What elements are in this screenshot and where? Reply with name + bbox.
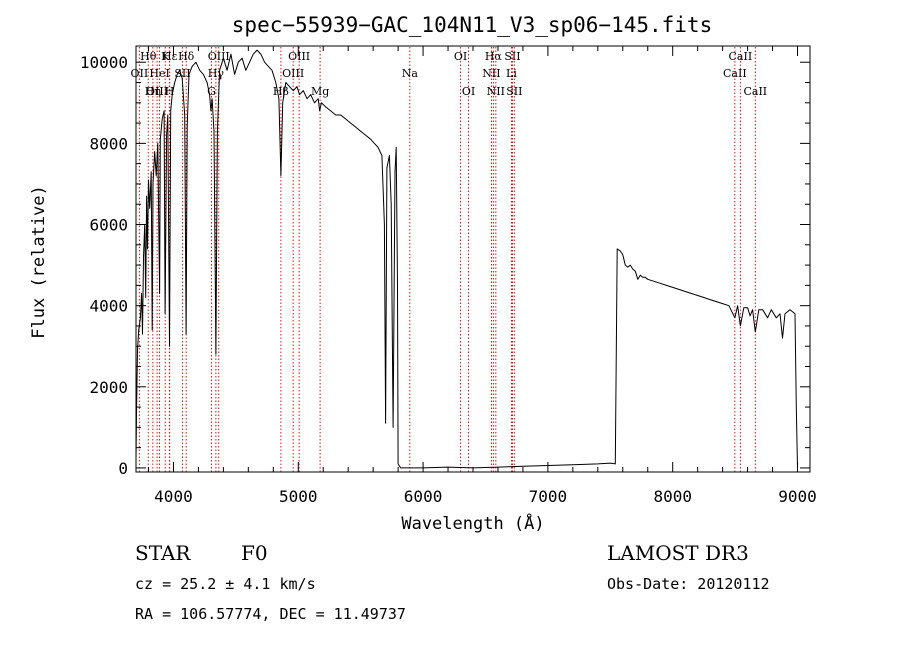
x-tick-label: 9000 xyxy=(778,487,817,506)
spectral-line-label: Hδ xyxy=(178,50,195,63)
chart-title: spec−55939−GAC_104N11_V3_sp06−145.fits xyxy=(232,13,712,37)
redshift-cz: cz = 25.2 ± 4.1 km/s xyxy=(135,575,316,593)
object-subclass: F0 xyxy=(241,541,268,565)
spectral-line-label: OII xyxy=(131,67,149,80)
x-tick-label: 6000 xyxy=(404,487,443,506)
y-tick-label: 6000 xyxy=(89,216,128,235)
spectral-line-label: Hη xyxy=(145,85,161,98)
flux-line xyxy=(135,49,798,469)
spectral-line-label: Hε xyxy=(162,50,178,63)
object-class: STAR xyxy=(135,541,191,565)
y-tick-label: 10000 xyxy=(80,53,128,72)
spectral-line-label: Hθ xyxy=(140,50,157,63)
spectral-line-label: CaII xyxy=(729,50,753,63)
spectral-line-label: SII xyxy=(506,85,522,98)
spectral-line-label: OI xyxy=(454,50,467,63)
y-tick-label: 0 xyxy=(118,459,128,478)
axis-ticks: 4000 5000 6000 7000 8000 9000 0 2000 4000 6000 800… xyxy=(80,46,817,506)
spectral-line-label: OIII xyxy=(282,67,304,80)
x-tick-label: 7000 xyxy=(529,487,568,506)
spectral-line-label: G xyxy=(207,85,216,98)
spectral-line-label: HeI xyxy=(149,67,169,80)
spectral-line-label: Li xyxy=(506,67,517,80)
coordinates: RA = 106.57774, DEC = 11.49737 xyxy=(135,605,406,623)
spectral-line-label: OIII xyxy=(208,50,230,63)
y-axis-label: Flux (relative) xyxy=(29,185,49,339)
spectral-line-label: Hβ xyxy=(273,85,289,98)
spectral-line-label: H xyxy=(165,85,175,98)
spectral-line-label: CaII xyxy=(723,67,747,80)
spectral-line-label: Na xyxy=(402,67,419,80)
survey-name: LAMOST DR3 xyxy=(607,541,749,565)
y-tick-label: 2000 xyxy=(89,378,128,397)
spectral-line-label: Hα xyxy=(485,50,503,63)
spectral-line-label: NII xyxy=(487,85,505,98)
spectral-line-label: NII xyxy=(482,67,500,80)
spectral-line-label: OIII xyxy=(146,85,168,98)
x-tick-label: 4000 xyxy=(154,487,193,506)
x-tick-label: 5000 xyxy=(279,487,318,506)
spectral-line-label: K xyxy=(161,50,170,63)
y-tick-label: 8000 xyxy=(89,134,128,153)
x-axis-label: Wavelength (Å) xyxy=(401,512,544,534)
spectral-line-label: OI xyxy=(462,85,475,98)
x-tick-label: 8000 xyxy=(653,487,692,506)
spectral-line-label: Hγ xyxy=(208,67,225,80)
spectral-line-label: OIII xyxy=(288,50,310,63)
y-tick-label: 4000 xyxy=(89,297,128,316)
spectral-line-label: CaII xyxy=(743,85,767,98)
spectral-line-label: SII xyxy=(174,67,190,80)
spectral-line-label: Mg xyxy=(311,85,329,98)
spectrum-series xyxy=(135,49,798,469)
observation-date: Obs-Date: 20120112 xyxy=(607,575,770,593)
spectral-line-label: SII xyxy=(504,50,520,63)
